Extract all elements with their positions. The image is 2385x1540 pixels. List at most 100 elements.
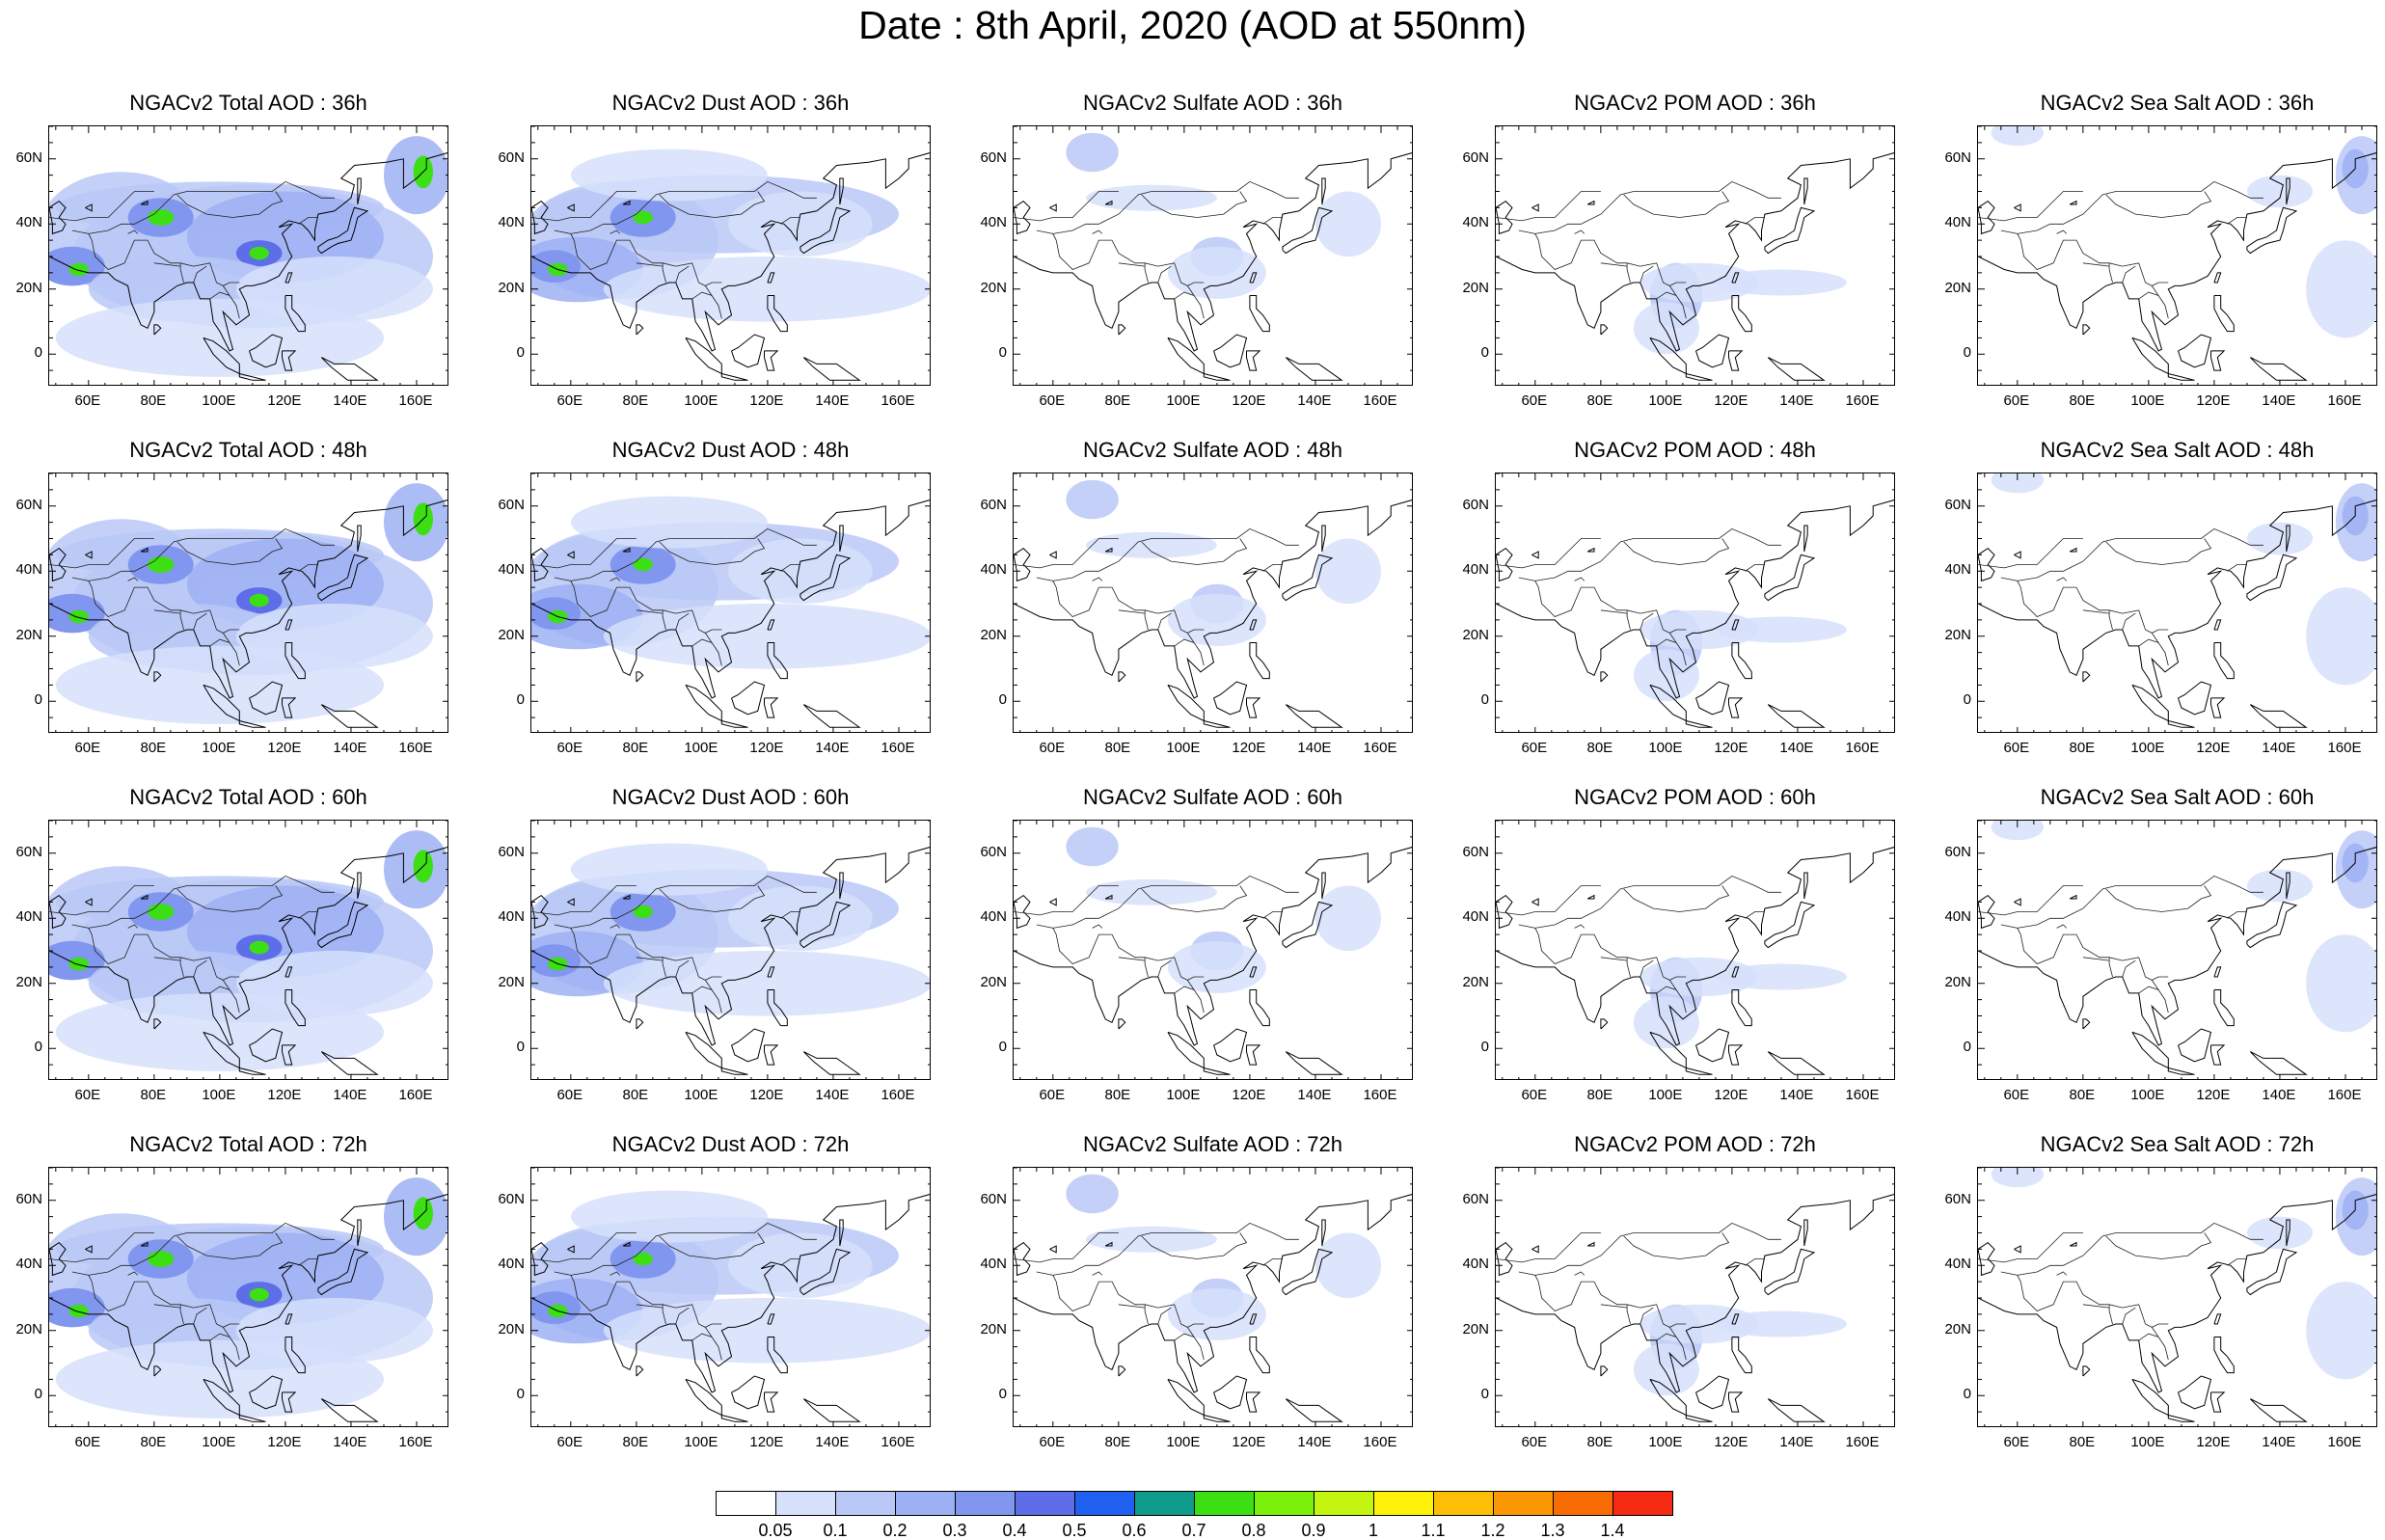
coastline-11 (1978, 200, 1995, 235)
coastline-13 (2069, 1241, 2077, 1247)
coastline-4 (1249, 295, 1270, 333)
aod-field (1633, 1304, 1847, 1396)
country-border-6 (1496, 885, 1601, 916)
coastline-13 (1104, 200, 1113, 205)
coastline-10 (1803, 525, 1808, 553)
country-border-2 (573, 1281, 722, 1328)
country-border-0 (570, 180, 817, 234)
country-border-2 (1537, 1281, 1687, 1328)
coastline-1 (800, 554, 852, 602)
lon-tick-label: 100E (684, 1434, 718, 1450)
aod-plume-14 (55, 992, 384, 1071)
country-border-3 (1640, 265, 1654, 284)
country-border-3 (1640, 612, 1654, 631)
coastline-2 (1118, 1018, 1126, 1030)
lat-tick-label: 40N (1944, 214, 1971, 231)
coastline-8 (282, 350, 297, 371)
country-border-0 (1052, 527, 1299, 581)
coastline-6 (238, 720, 266, 728)
coastline-6 (238, 1415, 266, 1422)
country-border-11 (1600, 1304, 1628, 1309)
lon-tick-label: 160E (1363, 1434, 1397, 1450)
coastline-7 (2178, 681, 2212, 716)
lat-tick-label: 20N (1944, 973, 1971, 990)
lon-tick-label: 60E (556, 1087, 583, 1103)
coastline-4 (2213, 642, 2235, 680)
coastline-11 (1014, 547, 1031, 582)
country-border-3 (1157, 265, 1172, 284)
aod-plume-5 (633, 557, 653, 572)
coastline-13 (140, 1241, 149, 1247)
lat-tick-label: 40N (15, 908, 42, 926)
coastline-1 (800, 901, 852, 949)
lon-tick-label: 100E (2130, 392, 2165, 409)
country-border-3 (1157, 959, 1172, 978)
country-border-11 (636, 957, 664, 961)
coastline-10 (357, 872, 362, 900)
lat-tick-label: 20N (15, 1320, 42, 1337)
coastline-3 (1731, 619, 1740, 631)
lat-tick-label: 60N (498, 149, 525, 166)
lon-tick-label: 80E (2069, 1434, 2096, 1450)
lat-tick-label: 0 (516, 344, 525, 362)
coastline-8 (1728, 1391, 1744, 1413)
colorbar-label: 0.9 (1301, 1521, 1326, 1540)
country-border-3 (193, 959, 207, 978)
country-border-0 (570, 1222, 817, 1276)
axis-ticks (49, 1168, 447, 1426)
lat-tick-label: 20N (1462, 973, 1489, 990)
lon-tick-label: 120E (749, 1434, 784, 1450)
colorbar-swatch (1613, 1491, 1673, 1516)
lon-tick-label: 140E (2262, 392, 2296, 409)
coastline-11 (1496, 200, 1513, 235)
aod-plume-1 (1066, 826, 1119, 867)
lon-tick-label: 120E (2196, 1087, 2231, 1103)
country-border-11 (1600, 609, 1628, 614)
aod-plume-2 (1715, 616, 1847, 643)
map-plot-area (1014, 126, 1412, 385)
coastline-0 (1496, 152, 1894, 352)
coastline-11 (1496, 1241, 1513, 1277)
coastline-1 (1282, 1248, 1334, 1296)
map-plot-area (531, 821, 930, 1079)
coastline-12 (567, 203, 575, 212)
aod-plume-3 (2247, 1216, 2313, 1250)
aod-plume-3 (2247, 522, 2313, 555)
country-border-6 (1014, 191, 1119, 222)
lon-tick-label: 80E (1586, 1087, 1613, 1103)
coastline-8 (1728, 1044, 1744, 1066)
colorbar-label: 0.1 (823, 1521, 848, 1540)
coastline-10 (2286, 872, 2290, 900)
coastline-0 (1014, 847, 1412, 1046)
lat-tick-label: 60N (980, 149, 1007, 166)
coastline-1 (317, 1248, 369, 1296)
country-border-1 (176, 885, 284, 912)
lon-tick-label: 140E (1297, 392, 1332, 409)
aod-plume-3 (1633, 1343, 1699, 1396)
lon-tick-label: 100E (1166, 392, 1201, 409)
country-border-11 (636, 262, 664, 267)
lon-tick-label: 100E (2130, 740, 2165, 756)
lon-tick-label: 80E (2069, 392, 2096, 409)
map-sulfate-aod (1013, 473, 1413, 733)
coastline-5 (685, 684, 722, 722)
coastline-4 (767, 295, 788, 333)
lon-tick-label: 140E (333, 392, 367, 409)
coastline-6 (2167, 373, 2195, 381)
aod-field (531, 843, 930, 1016)
aod-plume-7 (148, 904, 175, 920)
coastline-1 (2246, 1248, 2298, 1296)
aod-field (1066, 1174, 1381, 1340)
country-border-0 (1052, 875, 1299, 929)
country-border-8 (2056, 1271, 2068, 1276)
country-border-7 (1518, 577, 1539, 588)
lat-tick-label: 20N (1462, 1320, 1489, 1337)
colorbar-label: 0.05 (758, 1521, 793, 1540)
coastline-0 (1496, 847, 1894, 1046)
country-border-10 (1144, 1304, 1149, 1325)
aod-plume-9 (249, 593, 269, 608)
axis-ticks (1014, 821, 1412, 1079)
lon-tick-label: 60E (1521, 1087, 1548, 1103)
aod-field (49, 1177, 447, 1418)
